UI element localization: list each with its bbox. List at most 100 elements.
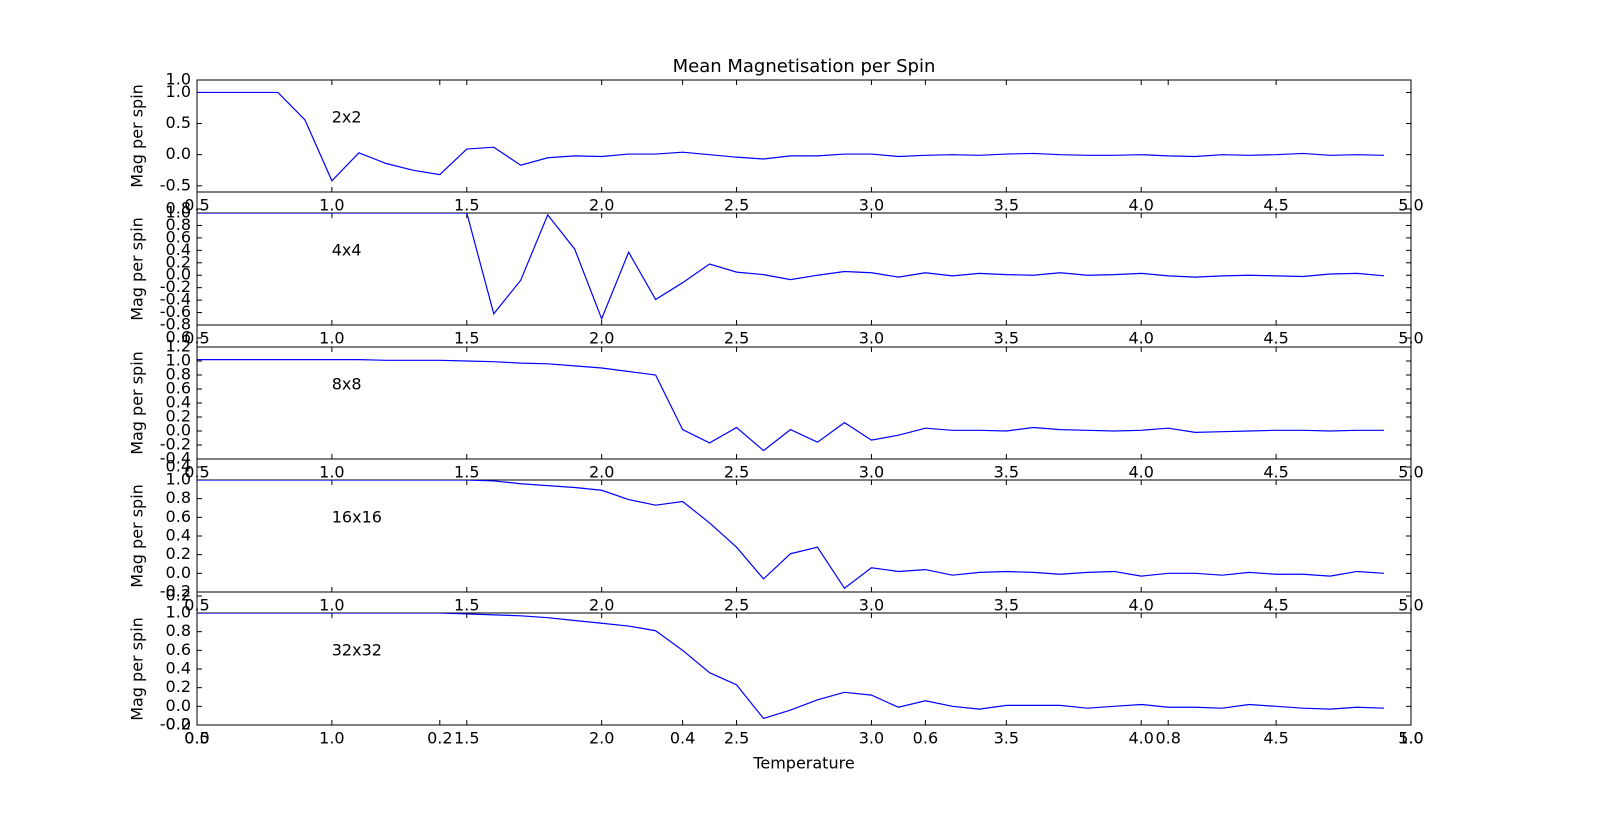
- x-tick-label: 3.5: [994, 463, 1019, 482]
- y-tick-label: 1.0: [166, 470, 191, 489]
- x-tick-label: 4.5: [1263, 463, 1288, 482]
- y-tick-label: -0.2: [160, 277, 191, 296]
- x-tick-label: 2.5: [724, 596, 749, 615]
- x-tick-label: 2.5: [724, 463, 749, 482]
- annotation: 32x32: [332, 641, 382, 660]
- x-tick-label: 2.0: [589, 329, 614, 348]
- y-axis-label: Mag per spin: [128, 351, 147, 455]
- data-line: [197, 613, 1385, 720]
- y-tick-label: 0.0: [166, 715, 191, 734]
- y-tick-label: 1.0: [166, 70, 191, 89]
- y-tick-label: 0.8: [166, 199, 191, 218]
- y-axis-label: Mag per spin: [128, 217, 147, 321]
- x-tick-label: 1.5: [454, 596, 479, 615]
- y-tick-label: 0.0: [166, 421, 191, 440]
- y-tick-label: 0.0: [166, 696, 191, 715]
- y-axis-label: Mag per spin: [128, 617, 147, 721]
- y-axis-label: Mag per spin: [128, 484, 147, 588]
- y-tick-label: 0.8: [166, 365, 191, 384]
- y-tick-label: 0.8: [166, 621, 191, 640]
- x-tick-label: 0.6: [913, 729, 938, 748]
- x-tick-label: 4.5: [1263, 596, 1288, 615]
- annotation: 2x2: [332, 108, 362, 127]
- y-tick-label: 0.8: [166, 215, 191, 234]
- y-tick-label: 0.8: [166, 488, 191, 507]
- y-tick-label: 0.6: [166, 328, 191, 347]
- y-tick-label: 0.6: [166, 507, 191, 526]
- y-tick-label: -0.6: [160, 302, 191, 321]
- x-tick-label: 5.0: [1398, 729, 1423, 748]
- axes-frame: [196, 79, 1412, 726]
- y-tick-label: 0.6: [166, 640, 191, 659]
- x-tick-label: 4.0: [1128, 196, 1153, 215]
- x-tick-label: 4.0: [1128, 596, 1153, 615]
- annotation: 4x4: [332, 241, 362, 260]
- x-tick-label: 2.5: [724, 196, 749, 215]
- x-axis-label: Temperature: [752, 754, 854, 773]
- x-tick-label: 1.0: [319, 729, 344, 748]
- x-tick-label: 4.0: [1128, 329, 1153, 348]
- y-tick-label: 0.2: [166, 544, 191, 563]
- annotation: 8x8: [332, 375, 362, 394]
- y-tick-label: -0.2: [160, 582, 191, 601]
- x-tick-label: 3.0: [859, 596, 884, 615]
- y-tick-label: 0.2: [166, 407, 191, 426]
- y-tick-label: -0.8: [160, 315, 191, 334]
- x-tick-label: 1.0: [319, 596, 344, 615]
- x-tick-label: 4.5: [1263, 329, 1288, 348]
- y-tick-label: 1.0: [166, 351, 191, 370]
- annotation: 16x16: [332, 508, 382, 527]
- y-tick-label: 0.0: [166, 144, 191, 163]
- x-tick-label: 3.5: [994, 596, 1019, 615]
- y-tick-label: -0.2: [160, 435, 191, 454]
- y-tick-label: 0.6: [166, 227, 191, 246]
- x-tick-label: 4.0: [1128, 729, 1153, 748]
- y-tick-label: -0.5: [160, 175, 191, 194]
- x-tick-label: 0.2: [427, 729, 452, 748]
- x-tick-label: 1.0: [1398, 729, 1423, 748]
- x-tick-label: 4.5: [1263, 196, 1288, 215]
- y-tick-label: 0.4: [166, 526, 191, 545]
- y-tick-label: -0.4: [160, 290, 191, 309]
- y-tick-label: 1.2: [166, 337, 191, 356]
- x-tick-label: 2.5: [724, 729, 749, 748]
- x-tick-label: 1.5: [454, 729, 479, 748]
- x-tick-label: 2.0: [589, 729, 614, 748]
- x-tick-label: 3.0: [859, 329, 884, 348]
- y-tick-label: 0.2: [166, 586, 191, 605]
- y-tick-label: 0.4: [166, 393, 191, 412]
- x-tick-label: 0.8: [1155, 729, 1180, 748]
- y-tick-label: 1.0: [166, 203, 191, 222]
- y-tick-label: 0.0: [166, 265, 191, 284]
- x-tick-label: 2.0: [589, 596, 614, 615]
- x-tick-label: 0.0: [184, 729, 209, 748]
- x-tick-label: 2.0: [589, 463, 614, 482]
- x-tick-label: 1.0: [319, 196, 344, 215]
- y-axis-label: Mag per spin: [128, 84, 147, 188]
- x-tick-label: 3.5: [994, 196, 1019, 215]
- data-line: [197, 480, 1385, 590]
- y-tick-label: 0.6: [166, 379, 191, 398]
- x-tick-label: 0.4: [670, 729, 695, 748]
- x-tick-label: 3.0: [859, 729, 884, 748]
- x-tick-label: 1.0: [319, 463, 344, 482]
- y-tick-label: 0.5: [166, 113, 191, 132]
- y-tick-label: 1.0: [166, 603, 191, 622]
- x-tick-label: 0.5: [184, 729, 209, 748]
- x-tick-label: 3.5: [994, 329, 1019, 348]
- y-tick-label: -0.2: [160, 715, 191, 734]
- data-line: [197, 213, 1385, 321]
- y-tick-label: 1.0: [166, 82, 191, 101]
- data-line: [197, 359, 1385, 452]
- y-tick-label: 0.2: [166, 252, 191, 271]
- x-tick-label: 4.5: [1263, 729, 1288, 748]
- y-tick-label: 0.0: [166, 563, 191, 582]
- data-line: [197, 91, 1385, 182]
- y-tick-label: 0.4: [166, 240, 191, 259]
- x-tick-label: 3.0: [859, 196, 884, 215]
- x-tick-label: 3.0: [859, 463, 884, 482]
- y-tick-label: -0.4: [160, 449, 191, 468]
